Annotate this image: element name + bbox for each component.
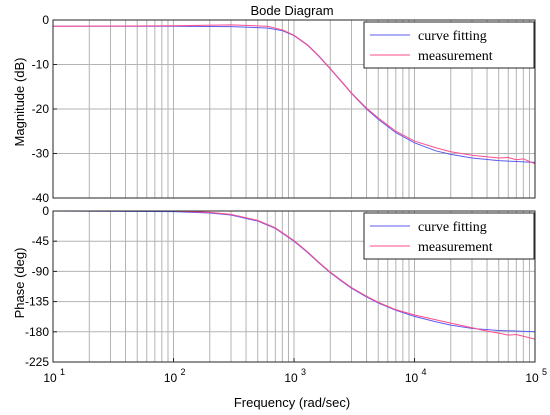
measurement-series-line [53,24,535,165]
x-tick-label: 10 [284,371,298,385]
legend-entry: measurement [418,49,493,64]
frequency-xlabel: Frequency (rad/sec) [234,395,350,410]
legend-box [363,21,535,69]
y-tick-label: -45 [32,234,50,248]
x-tick-label: 10 [43,371,57,385]
y-tick-label: 0 [42,13,49,27]
legend-entry: curve fitting [418,29,487,44]
x-tick-exponent: 3 [301,367,306,377]
y-tick-label: -225 [25,355,49,369]
legend-box [363,212,535,260]
x-tick-label: 10 [405,371,419,385]
y-tick-label: -40 [32,191,50,205]
y-tick-label: -180 [25,325,49,339]
x-tick-exponent: 5 [542,367,547,377]
curve-fitting-series-line [53,211,535,333]
y-tick-label: -20 [32,102,50,116]
figure-title: Bode Diagram [250,3,333,18]
x-tick-label: 10 [164,371,178,385]
y-tick-label: -135 [25,295,49,309]
legend-entry: measurement [418,240,493,255]
magnitude-ylabel: Magnitude (dB) [12,58,27,147]
measurement-series-line [53,211,535,340]
y-tick-label: -10 [32,58,50,72]
y-tick-label: 0 [42,204,49,218]
y-tick-label: -90 [32,264,50,278]
x-tick-exponent: 4 [422,367,427,377]
x-tick-exponent: 2 [181,367,186,377]
x-tick-exponent: 1 [60,367,65,377]
magnitude-panel: 0 -10 -20 -30 -40 curve fitting measurement [32,13,536,205]
phase-ylabel: Phase (deg) [12,248,27,319]
legend-entry: curve fitting [418,220,487,235]
y-tick-label: -30 [32,147,50,161]
x-tick-label: 10 [525,371,539,385]
